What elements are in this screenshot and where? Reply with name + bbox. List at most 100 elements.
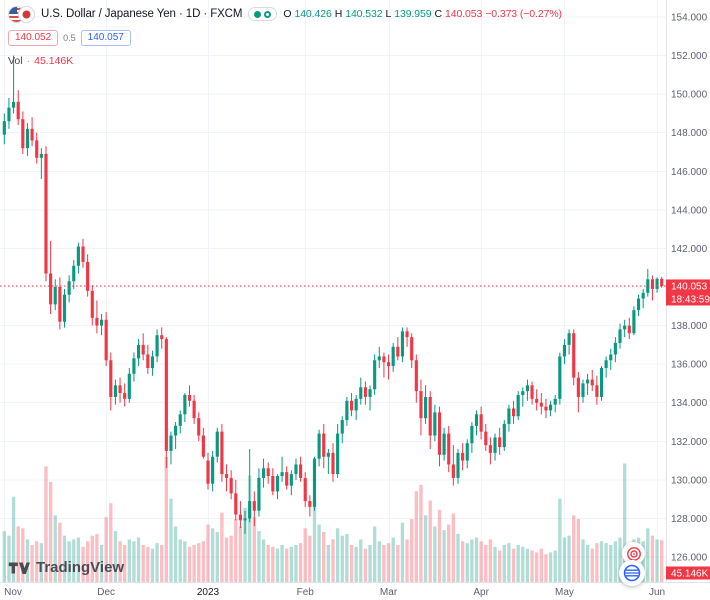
volume-bar (400, 522, 405, 582)
volume-bar (7, 535, 11, 582)
candle-body (271, 476, 275, 492)
volume-bar (414, 491, 418, 582)
candle-body (224, 474, 229, 478)
volume-bar (280, 544, 284, 582)
candle-body (44, 153, 48, 274)
volume-bar (266, 544, 270, 582)
candle-body (604, 360, 608, 368)
currency-pair-flags (8, 5, 35, 23)
candle-body (479, 414, 483, 432)
volume-bar (525, 548, 530, 582)
candle-body (127, 373, 131, 399)
candle-body (294, 464, 298, 475)
candle-body (424, 396, 428, 419)
candle-body (558, 356, 562, 399)
volume-bar (539, 548, 543, 582)
buy-button[interactable]: 140.057 (80, 30, 131, 46)
candle-body (484, 431, 488, 446)
volume-bar (497, 550, 502, 582)
candle-body (141, 344, 145, 355)
volume-bar (16, 526, 20, 582)
volume-bar (72, 539, 76, 582)
candle-body (136, 344, 141, 359)
volume-label: Vol (8, 55, 23, 67)
volume-bar (62, 535, 67, 582)
volume-bar (391, 537, 395, 582)
candle-body (299, 464, 303, 478)
candle-body (174, 425, 178, 436)
volume-layer (2, 457, 664, 582)
price-tick-label: 128.000 (671, 514, 708, 525)
candle-body (113, 385, 117, 397)
target-icon (626, 546, 641, 561)
volume-bar (261, 539, 266, 582)
volume-bar (377, 541, 381, 582)
volume-bar (201, 541, 206, 582)
volume-bar (553, 550, 557, 582)
volume-bar (298, 543, 303, 582)
time-axis[interactable]: Nov Dec 2023 Feb Mar Apr May Jun (4, 587, 665, 598)
candle-body (627, 325, 631, 334)
candle-body (553, 398, 557, 405)
candle-body (109, 360, 113, 397)
volume-bar (456, 533, 460, 582)
candle-body (428, 396, 432, 436)
low-value: 139.959 (394, 8, 432, 20)
candle-body (243, 518, 247, 521)
candle-body (285, 472, 289, 486)
candle-body (132, 358, 136, 374)
time-axis-label: Dec (97, 587, 115, 598)
quote-row: 140.052 0.5 140.057 (8, 30, 562, 46)
candle-body (62, 294, 67, 322)
candle-body (618, 329, 622, 343)
candle-body (437, 412, 442, 455)
candle-body (187, 395, 192, 401)
volume-bar (81, 546, 85, 582)
volume-bar (11, 496, 16, 582)
candle-body (521, 391, 525, 395)
candle-body (488, 445, 492, 453)
volume-bar (317, 524, 321, 582)
time-axis-label: Jun (649, 587, 665, 598)
price-axis[interactable]: 154.000 152.000 150.000 148.000 146.000 144.0… (671, 13, 708, 564)
candle-body (123, 393, 127, 399)
tradingview-logo-text: TradingView (36, 559, 125, 576)
candle-body (150, 356, 155, 368)
volume-bar (479, 541, 483, 582)
volume-bar (465, 543, 469, 582)
symbol-title[interactable]: U.S. Dollar / Japanese Yen · 1D · FXCM (41, 8, 243, 20)
candle-body (58, 287, 62, 322)
candle-body (211, 456, 215, 484)
candle-body (562, 344, 567, 357)
candle-body (539, 402, 543, 407)
candle-body (414, 360, 418, 392)
candle-body (261, 468, 266, 478)
chart-legend: U.S. Dollar / Japanese Yen · 1D · FXCM O… (8, 5, 562, 67)
price-tick-label: 144.000 (671, 205, 708, 216)
sell-button[interactable]: 140.052 (8, 30, 59, 46)
candle-body (377, 356, 381, 361)
volume-bar (474, 537, 479, 582)
candle-body (201, 435, 205, 457)
volume-bar (368, 544, 372, 582)
target-icon-button[interactable] (622, 542, 645, 565)
volume-bar (123, 544, 127, 582)
tradingview-logo[interactable]: TradingView (8, 559, 124, 576)
volume-bar (354, 546, 358, 582)
candle-body (275, 476, 280, 492)
volume-bar (95, 533, 99, 582)
series-visibility-pill[interactable] (248, 7, 278, 21)
volume-bar (502, 544, 506, 582)
volume-bar (289, 546, 294, 582)
price-tick-label: 154.000 (671, 13, 708, 24)
price-tick-label: 126.000 (671, 553, 708, 564)
volume-bar (488, 539, 493, 582)
volume-bar (164, 457, 169, 582)
candle-body (99, 319, 104, 326)
volume-bar (595, 543, 599, 582)
sphere-icon-button[interactable] (619, 560, 645, 586)
volume-bar (535, 552, 539, 582)
volume-bar (178, 539, 182, 582)
volume-bar (576, 519, 581, 582)
